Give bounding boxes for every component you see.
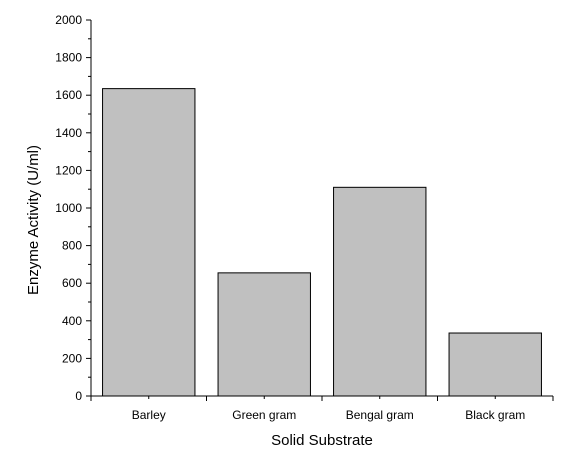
- axes-group: 0 200 400 600 800 1000 1200 1400 1600 1800 2000 Bar…: [55, 13, 554, 422]
- y-tick-label: 600: [62, 276, 82, 290]
- y-tick-label: 0: [75, 389, 82, 403]
- y-tick-label: 1000: [55, 201, 82, 215]
- x-category-label: Green gram: [232, 408, 296, 422]
- bars-group: [102, 88, 542, 397]
- bar-black-gram: [448, 332, 542, 397]
- y-axis-title: Enzyme Activity (U/ml): [25, 145, 42, 295]
- bar-bengal-gram: [333, 186, 427, 397]
- x-category-label: Black gram: [465, 408, 525, 422]
- x-category-label: Bengal gram: [346, 408, 414, 422]
- y-tick-label: 1600: [55, 88, 82, 102]
- x-axis-title: Solid Substrate: [271, 432, 373, 449]
- y-tick-label: 400: [62, 314, 82, 328]
- y-tick-label: 1400: [55, 126, 82, 140]
- bar-green-gram: [217, 272, 311, 397]
- y-tick-label: 1800: [55, 51, 82, 65]
- bar-barley: [102, 88, 196, 397]
- y-tick-label: 1200: [55, 163, 82, 177]
- y-tick-label: 2000: [55, 13, 82, 27]
- y-tick-label: 800: [62, 239, 82, 253]
- x-category-label: Barley: [132, 408, 166, 422]
- y-tick-label: 200: [62, 351, 82, 365]
